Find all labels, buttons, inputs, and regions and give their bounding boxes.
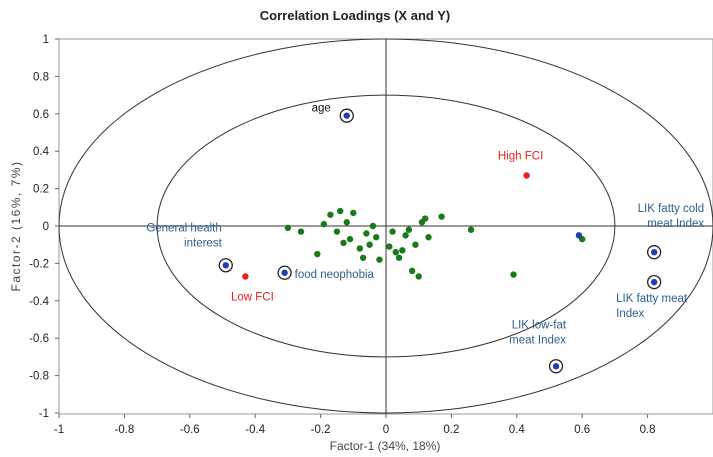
y-variable-label: age — [312, 103, 331, 115]
x-variable-point — [408, 267, 416, 275]
x-variable-point — [395, 254, 403, 261]
x-variable-point — [350, 209, 357, 217]
y-variable-label: food neophobia — [295, 269, 375, 281]
x-variable-point — [337, 207, 344, 215]
y-variable-point — [650, 278, 658, 286]
x-tick-label: -0.4 — [245, 424, 265, 436]
x-tick-label: 0 — [383, 424, 389, 436]
y-tick-label: 0.6 — [33, 109, 49, 121]
x-variable-point — [438, 213, 445, 220]
x-variable-point — [369, 222, 377, 230]
x-variable-point — [366, 241, 373, 248]
y-variable-points — [218, 108, 662, 374]
y-variable-point — [281, 269, 288, 276]
y-tick-label: 1 — [43, 34, 49, 46]
x-variable-point — [333, 228, 341, 235]
fci-label: High FCI — [498, 151, 543, 163]
x-tick-label: -1 — [54, 424, 64, 436]
y-tick-label: -0.6 — [29, 333, 49, 345]
x-variable-point — [359, 254, 367, 261]
y-variable-label: LIK fatty cold meat Index — [638, 203, 705, 230]
x-variable-point — [425, 234, 432, 241]
y-tick-label: -0.2 — [29, 258, 49, 270]
y-variable-label: LIK low-fat meat Index — [509, 319, 567, 346]
y-tick-label: 0.8 — [33, 71, 49, 83]
x-variable-point — [297, 228, 305, 235]
y-variable-point — [575, 232, 583, 239]
x-tick-label: -0.6 — [180, 424, 200, 436]
y-variable-point — [343, 112, 350, 119]
y-axis-ticks: 1 0.8 0.6 0.4 0.2 0 -0.2 -0.4 -0.6 -0.8 -1 — [29, 34, 59, 420]
y-variable-point — [222, 262, 229, 269]
x-variable-point — [343, 219, 350, 226]
y-tick-label: 0.4 — [33, 146, 50, 158]
fci-label: Low FCI — [231, 291, 274, 303]
x-variable-point — [356, 245, 364, 252]
x-axis-ticks: -1 -0.8 -0.6 -0.4 -0.2 0 0.2 0.4 0.6 0.8 — [54, 414, 656, 436]
x-variable-point — [402, 232, 409, 239]
y-tick-label: 0.2 — [33, 184, 49, 196]
x-tick-label: 0.4 — [509, 424, 526, 436]
point-labels: age General health interest food neophobia L… — [146, 103, 704, 347]
x-variable-point — [386, 243, 393, 250]
x-variable-point — [320, 220, 328, 228]
y-variable-point — [552, 363, 560, 370]
x-variable-point — [399, 247, 406, 254]
fci-point — [242, 273, 249, 280]
x-tick-label: 0.8 — [640, 424, 656, 436]
x-variable-point — [327, 211, 334, 218]
x-tick-label: -0.8 — [114, 424, 134, 436]
x-variable-point — [376, 256, 383, 263]
x-variable-point — [422, 215, 429, 222]
fci-point — [523, 172, 530, 179]
y-tick-label: -1 — [39, 408, 49, 420]
x-variable-point — [314, 250, 321, 258]
x-tick-label: 0.6 — [574, 424, 590, 436]
y-axis-label: Factor-2 (16%, 7%) — [9, 160, 23, 291]
x-variable-point — [363, 230, 370, 237]
x-variable-point — [510, 271, 517, 278]
x-variable-point — [389, 228, 396, 235]
y-tick-label: -0.8 — [29, 371, 49, 383]
y-tick-label: 0 — [43, 221, 49, 233]
x-tick-label: -0.2 — [311, 424, 331, 436]
y-variable-point — [650, 248, 658, 256]
x-variable-point — [340, 239, 347, 247]
x-variable-point — [467, 226, 475, 233]
x-tick-label: 0.2 — [443, 424, 459, 436]
x-variable-point — [346, 235, 354, 243]
x-variable-point — [372, 234, 380, 241]
x-variable-point — [284, 224, 292, 232]
x-axis-label: Factor-1 (34%, 18%) — [330, 439, 441, 453]
y-variable-label: LIK fatty meat Index — [616, 293, 688, 320]
zero-axes — [59, 39, 713, 414]
x-variable-point — [415, 273, 422, 280]
x-variable-point — [392, 248, 400, 256]
chart-title: Correlation Loadings (X and Y) — [260, 8, 450, 23]
x-variable-point — [412, 241, 419, 248]
y-tick-label: -0.4 — [29, 296, 49, 308]
fci-points — [242, 172, 530, 280]
x-variable-point — [405, 226, 413, 233]
y-variable-label: General health interest — [146, 222, 222, 249]
